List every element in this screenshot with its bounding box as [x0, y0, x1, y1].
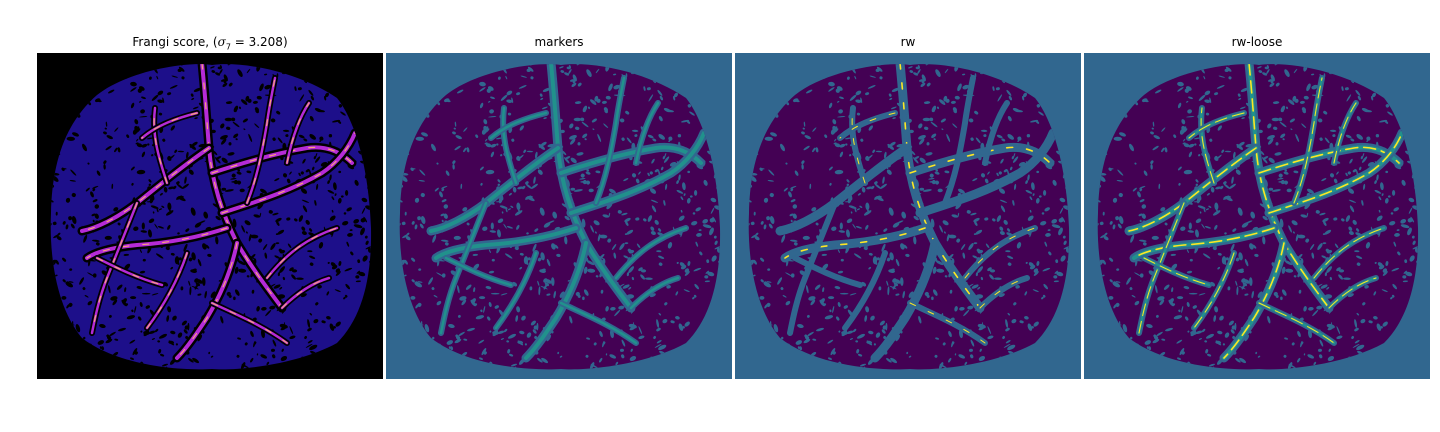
vessel-segment [594, 76, 626, 205]
vessel-highlight [201, 64, 283, 309]
vessel-highlight [176, 242, 238, 359]
vessel-highlight [81, 147, 210, 232]
markers-title: markers [534, 35, 584, 49]
vessel-segment [629, 276, 680, 310]
vessel-segment [843, 251, 887, 330]
vessel-highlight [899, 64, 981, 309]
vessel-highlight [1138, 202, 1185, 334]
vessel-highlight [1328, 277, 1377, 309]
vessel-segment [439, 201, 488, 335]
rw-image [735, 53, 1081, 379]
vessel-network [1124, 64, 1407, 363]
vessel-highlight [1223, 242, 1285, 359]
vessel-highlight [246, 77, 276, 204]
vessel-highlight [1258, 302, 1335, 344]
vessel-highlight [851, 107, 866, 184]
vessel-highlight [909, 302, 986, 344]
vessel-highlight [979, 277, 1028, 309]
vessel-network [426, 64, 709, 363]
vessel-highlight [1293, 77, 1323, 204]
vessel-highlight [1333, 102, 1357, 164]
vessel-segment [549, 64, 633, 310]
frangi-score-image [37, 53, 383, 379]
rw-loose-image [1084, 53, 1430, 379]
vessel-highlight [91, 202, 138, 334]
vessel-highlight [909, 146, 1051, 174]
frangi-score-title: Frangi score, (σ7 = 3.208) [132, 35, 288, 52]
vessel-highlight [1313, 227, 1385, 279]
vessel-highlight [1133, 227, 1275, 259]
vessel-network [77, 64, 360, 363]
vessel-network [775, 64, 1058, 363]
vessel-segment [788, 201, 837, 335]
vessel-highlight [281, 277, 330, 309]
vessel-segment [634, 101, 660, 165]
vessel-segment [494, 251, 538, 330]
vessel-segment [983, 101, 1009, 165]
vessel-highlight [96, 257, 163, 286]
vessel-highlight [1188, 112, 1245, 139]
vessel-highlight [1248, 64, 1330, 309]
vessel-segment [501, 106, 518, 185]
vessel-highlight [141, 112, 198, 139]
vessel-segment [559, 301, 638, 345]
vessel-segment [873, 241, 937, 360]
vessel-highlight [266, 227, 338, 279]
vessel-highlight [211, 302, 288, 344]
vessel-segment [793, 256, 862, 287]
rw-loose-title: rw-loose [1231, 35, 1283, 49]
vessel-segment [489, 111, 548, 140]
vessel-segment [943, 76, 975, 205]
vessel-highlight [839, 112, 896, 139]
vessel-highlight [784, 227, 926, 259]
vessel-segment [524, 241, 588, 360]
rw-title: rw [900, 35, 916, 49]
vessel-highlight [86, 227, 228, 259]
vessel-segment [614, 226, 688, 280]
vessel-highlight [1193, 252, 1235, 329]
vessel-segment [434, 226, 578, 260]
markers-image [386, 53, 732, 379]
vessel-highlight [146, 252, 188, 329]
vessel-highlight [1200, 107, 1215, 184]
vessel-highlight [1143, 257, 1210, 286]
vessel-highlight [211, 146, 353, 174]
vessel-segment [285, 101, 311, 165]
vessel-highlight [964, 227, 1036, 279]
vessel-segment [444, 256, 513, 287]
vessel-highlight [153, 107, 168, 184]
